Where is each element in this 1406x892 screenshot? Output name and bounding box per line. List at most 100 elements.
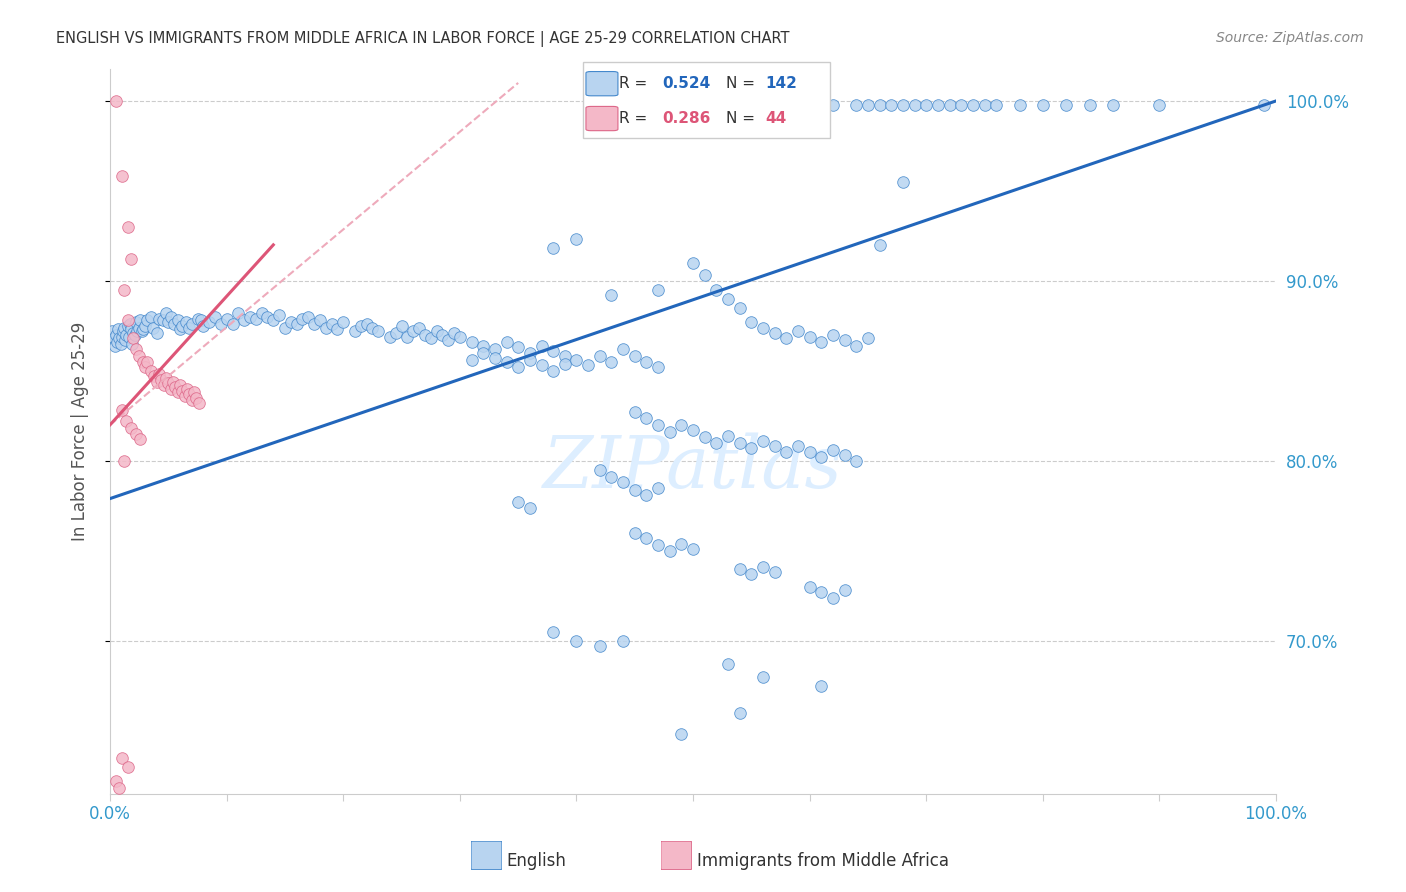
Point [343, 324, 366, 338]
Text: Source: ZipAtlas.com: Source: ZipAtlas.com [1216, 31, 1364, 45]
Point [623, 525, 645, 540]
Point [117, 318, 139, 333]
Point [763, 566, 786, 580]
Point [134, 360, 156, 375]
Point [658, 425, 681, 439]
Point [647, 538, 669, 552]
Point [291, 311, 314, 326]
Point [125, 343, 148, 357]
Point [157, 315, 180, 329]
Point [350, 318, 373, 333]
Point [1253, 97, 1275, 112]
Point [495, 355, 517, 369]
Point [623, 350, 645, 364]
Point [117, 219, 139, 234]
Point [183, 385, 205, 400]
Point [134, 318, 156, 333]
Point [834, 333, 856, 347]
Point [125, 426, 148, 441]
Point [671, 417, 693, 432]
Point [125, 315, 148, 329]
Point [425, 324, 447, 338]
Point [121, 336, 143, 351]
Point [104, 338, 127, 352]
Point [682, 256, 704, 270]
Point [256, 310, 278, 324]
Point [519, 353, 541, 368]
Point [565, 232, 588, 246]
Point [356, 317, 378, 331]
Point [508, 340, 530, 354]
Point [1008, 97, 1031, 112]
Point [821, 327, 844, 342]
Point [190, 313, 212, 327]
Point [262, 313, 284, 327]
Point [367, 324, 389, 338]
Point [111, 403, 134, 417]
Point [108, 331, 131, 345]
Point [904, 97, 927, 112]
Point [612, 343, 634, 357]
Text: R =: R = [619, 76, 647, 91]
Point [250, 306, 273, 320]
Point [821, 442, 844, 457]
Point [541, 344, 564, 359]
Point [193, 318, 215, 333]
Point [111, 329, 134, 343]
Point [508, 495, 530, 509]
Point [856, 331, 879, 345]
Point [198, 315, 221, 329]
Point [554, 350, 576, 364]
Point [752, 560, 775, 574]
Point [110, 336, 132, 351]
Point [752, 434, 775, 448]
Point [245, 311, 267, 326]
Point [120, 322, 142, 336]
Point [810, 585, 832, 599]
Point [1054, 97, 1077, 112]
Point [845, 454, 868, 468]
Point [950, 97, 973, 112]
Point [152, 378, 174, 392]
Y-axis label: In Labor Force | Age 25-29: In Labor Force | Age 25-29 [72, 321, 89, 541]
Point [845, 338, 868, 352]
Point [530, 338, 553, 352]
Point [179, 387, 201, 401]
Point [215, 311, 238, 326]
Point [432, 327, 454, 342]
Point [576, 359, 599, 373]
Point [101, 324, 124, 338]
Point [460, 334, 482, 349]
Point [706, 283, 728, 297]
Point [1032, 97, 1054, 112]
Point [600, 470, 623, 484]
Point [519, 346, 541, 360]
Point [484, 351, 506, 366]
Point [869, 97, 891, 112]
Point [142, 320, 165, 334]
Point [728, 706, 751, 720]
Point [315, 320, 337, 334]
Point [112, 320, 135, 334]
Point [810, 450, 832, 465]
Point [104, 774, 127, 789]
Text: 0.286: 0.286 [662, 111, 710, 126]
Point [115, 414, 138, 428]
Text: N =: N = [725, 111, 755, 126]
Point [821, 591, 844, 605]
Point [460, 353, 482, 368]
Point [693, 268, 716, 283]
Point [111, 750, 134, 764]
Point [495, 334, 517, 349]
Point [176, 382, 198, 396]
Point [671, 727, 693, 741]
Point [120, 421, 142, 435]
Point [104, 327, 127, 342]
Point [728, 301, 751, 315]
Point [636, 531, 658, 545]
Point [880, 97, 903, 112]
Point [706, 435, 728, 450]
Point [132, 355, 155, 369]
Point [125, 324, 148, 338]
Point [443, 326, 465, 340]
